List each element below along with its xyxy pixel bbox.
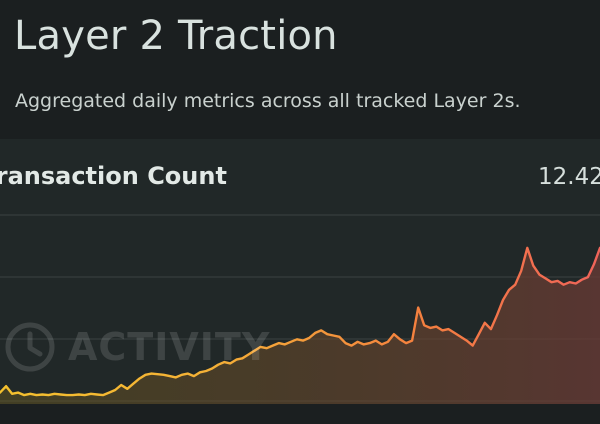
transaction-count-area (0, 247, 600, 404)
page-title: Layer 2 Traction (14, 13, 338, 59)
transaction-count-line (0, 246, 600, 397)
page-subtitle: Aggregated daily metrics across all trac… (15, 90, 521, 112)
chart-title: Transaction Count (0, 162, 227, 190)
transaction-count-card[interactable]: Transaction Count 12.42 ACTIVITY (0, 139, 600, 424)
chart-current-value: 12.42 (538, 164, 600, 190)
header: Layer 2 Traction Aggregated daily metric… (0, 0, 600, 139)
bottom-strip (0, 404, 600, 424)
transaction-count-chart[interactable] (0, 139, 600, 424)
